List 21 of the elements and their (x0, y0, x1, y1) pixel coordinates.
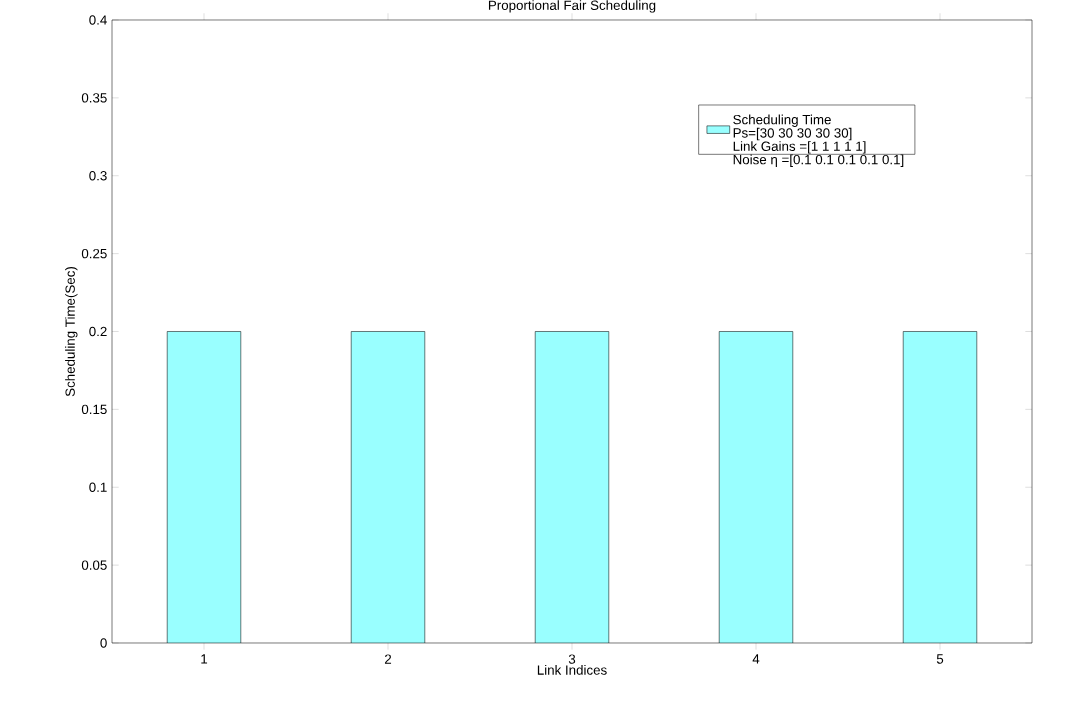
y-tick-label: 0 (100, 638, 107, 648)
annotation: Link Gains =[1 1 1 1 1] (733, 141, 866, 154)
annotation: Noise η =[0.1 0.1 0.1 0.1 0.1] (733, 154, 904, 167)
x-tick-label: 1 (201, 654, 208, 664)
y-tick-label: 0.35 (81, 93, 107, 103)
x-tick-label: 4 (752, 654, 760, 664)
y-tick-label: 0.05 (81, 560, 107, 570)
chart-title: Proportional Fair Scheduling (488, 0, 656, 13)
annotation: Ps=[30 30 30 30 30] (733, 127, 852, 141)
y-tick-label: 0.1 (89, 482, 107, 492)
y-tick-label: 0.3 (89, 171, 107, 181)
y-tick-label: 0.25 (81, 248, 107, 259)
x-tick-label: 3 (568, 654, 576, 664)
y-axis-title: Scheduling Time(Sec) (65, 267, 78, 397)
x-axis-title: Link Indices (537, 664, 607, 675)
y-tick-label: 0.2 (89, 326, 107, 337)
x-tick-label: 2 (384, 654, 392, 664)
x-tick-label: 5 (936, 654, 944, 664)
legend-label: Scheduling Time (733, 114, 831, 127)
y-tick-label: 0.15 (81, 404, 107, 415)
y-tick-label: 0.4 (89, 15, 107, 25)
